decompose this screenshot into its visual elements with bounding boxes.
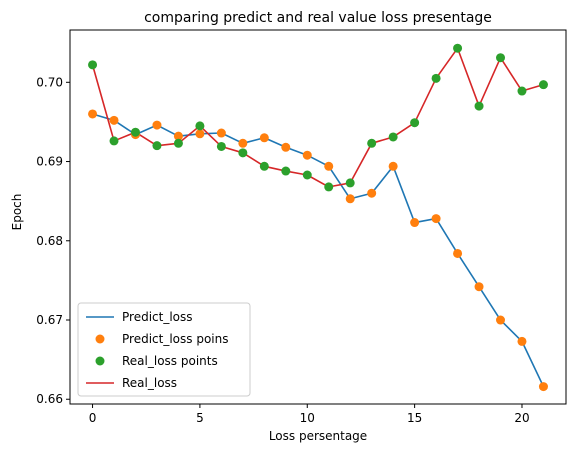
data-point	[238, 148, 248, 158]
data-point	[410, 118, 420, 128]
data-point	[216, 128, 226, 138]
data-point	[367, 138, 377, 148]
legend-label: Real_loss	[122, 376, 177, 390]
data-point	[173, 138, 183, 148]
data-point	[109, 115, 119, 125]
series-line-3	[91, 47, 544, 188]
data-point	[367, 188, 377, 198]
axis-ticks: 0 5 10 15 20 0.66 0.67 0.68 0.69 0.70	[36, 75, 529, 425]
plot-lines	[91, 47, 545, 387]
data-point	[88, 109, 98, 119]
plot-points	[88, 43, 548, 392]
legend: Predict_loss Predict_loss poins Real_loss …	[77, 302, 251, 397]
data-point	[496, 53, 506, 63]
data-point	[195, 129, 205, 139]
data-point	[173, 131, 183, 141]
data-point	[302, 150, 312, 160]
data-point	[281, 166, 291, 176]
data-point	[453, 43, 463, 53]
y-tick-label: 0.69	[36, 155, 63, 169]
data-point	[345, 194, 355, 204]
data-point	[130, 127, 140, 137]
data-point	[431, 214, 441, 224]
data-point	[152, 120, 162, 130]
data-point	[517, 86, 527, 96]
data-point	[431, 73, 441, 83]
data-point	[453, 248, 463, 258]
legend-label: Predict_loss poins	[122, 332, 228, 346]
x-tick-label: 15	[407, 411, 422, 425]
series-line-0	[92, 113, 545, 387]
data-point	[496, 315, 506, 325]
x-axis-label: Loss persentage	[269, 429, 367, 443]
data-point	[195, 121, 205, 131]
data-point	[259, 133, 269, 143]
x-tick-label: 0	[89, 411, 97, 425]
legend-point-swatch	[95, 356, 105, 366]
data-point	[281, 142, 291, 152]
x-tick-label: 20	[514, 411, 529, 425]
data-point	[109, 136, 119, 146]
data-point	[324, 161, 334, 171]
plot-frame	[69, 29, 567, 405]
y-tick-label: 0.70	[36, 75, 63, 89]
y-tick-label: 0.66	[36, 392, 63, 406]
data-point	[388, 132, 398, 142]
data-point	[474, 101, 484, 111]
data-point	[324, 182, 334, 192]
data-point	[238, 138, 248, 148]
y-tick-label: 0.68	[36, 234, 63, 248]
y-axis-label: Epoch	[10, 194, 24, 231]
data-point	[302, 170, 312, 180]
legend-point-swatch	[95, 334, 105, 344]
data-point	[388, 161, 398, 171]
legend-label: Predict_loss	[122, 310, 193, 324]
data-point	[538, 80, 548, 90]
data-point	[88, 60, 98, 70]
data-point	[410, 218, 420, 228]
legend-box	[77, 302, 251, 397]
data-point	[216, 141, 226, 151]
chart-title: comparing predict and real value loss pr…	[144, 10, 492, 26]
data-point	[152, 141, 162, 151]
legend-label: Real_loss points	[122, 354, 218, 368]
data-point	[517, 336, 527, 346]
x-tick-label: 5	[196, 411, 204, 425]
data-point	[474, 282, 484, 292]
data-point	[345, 178, 355, 188]
data-point	[259, 161, 269, 171]
x-tick-label: 10	[300, 411, 315, 425]
y-tick-label: 0.67	[36, 313, 63, 327]
data-point	[538, 382, 548, 392]
